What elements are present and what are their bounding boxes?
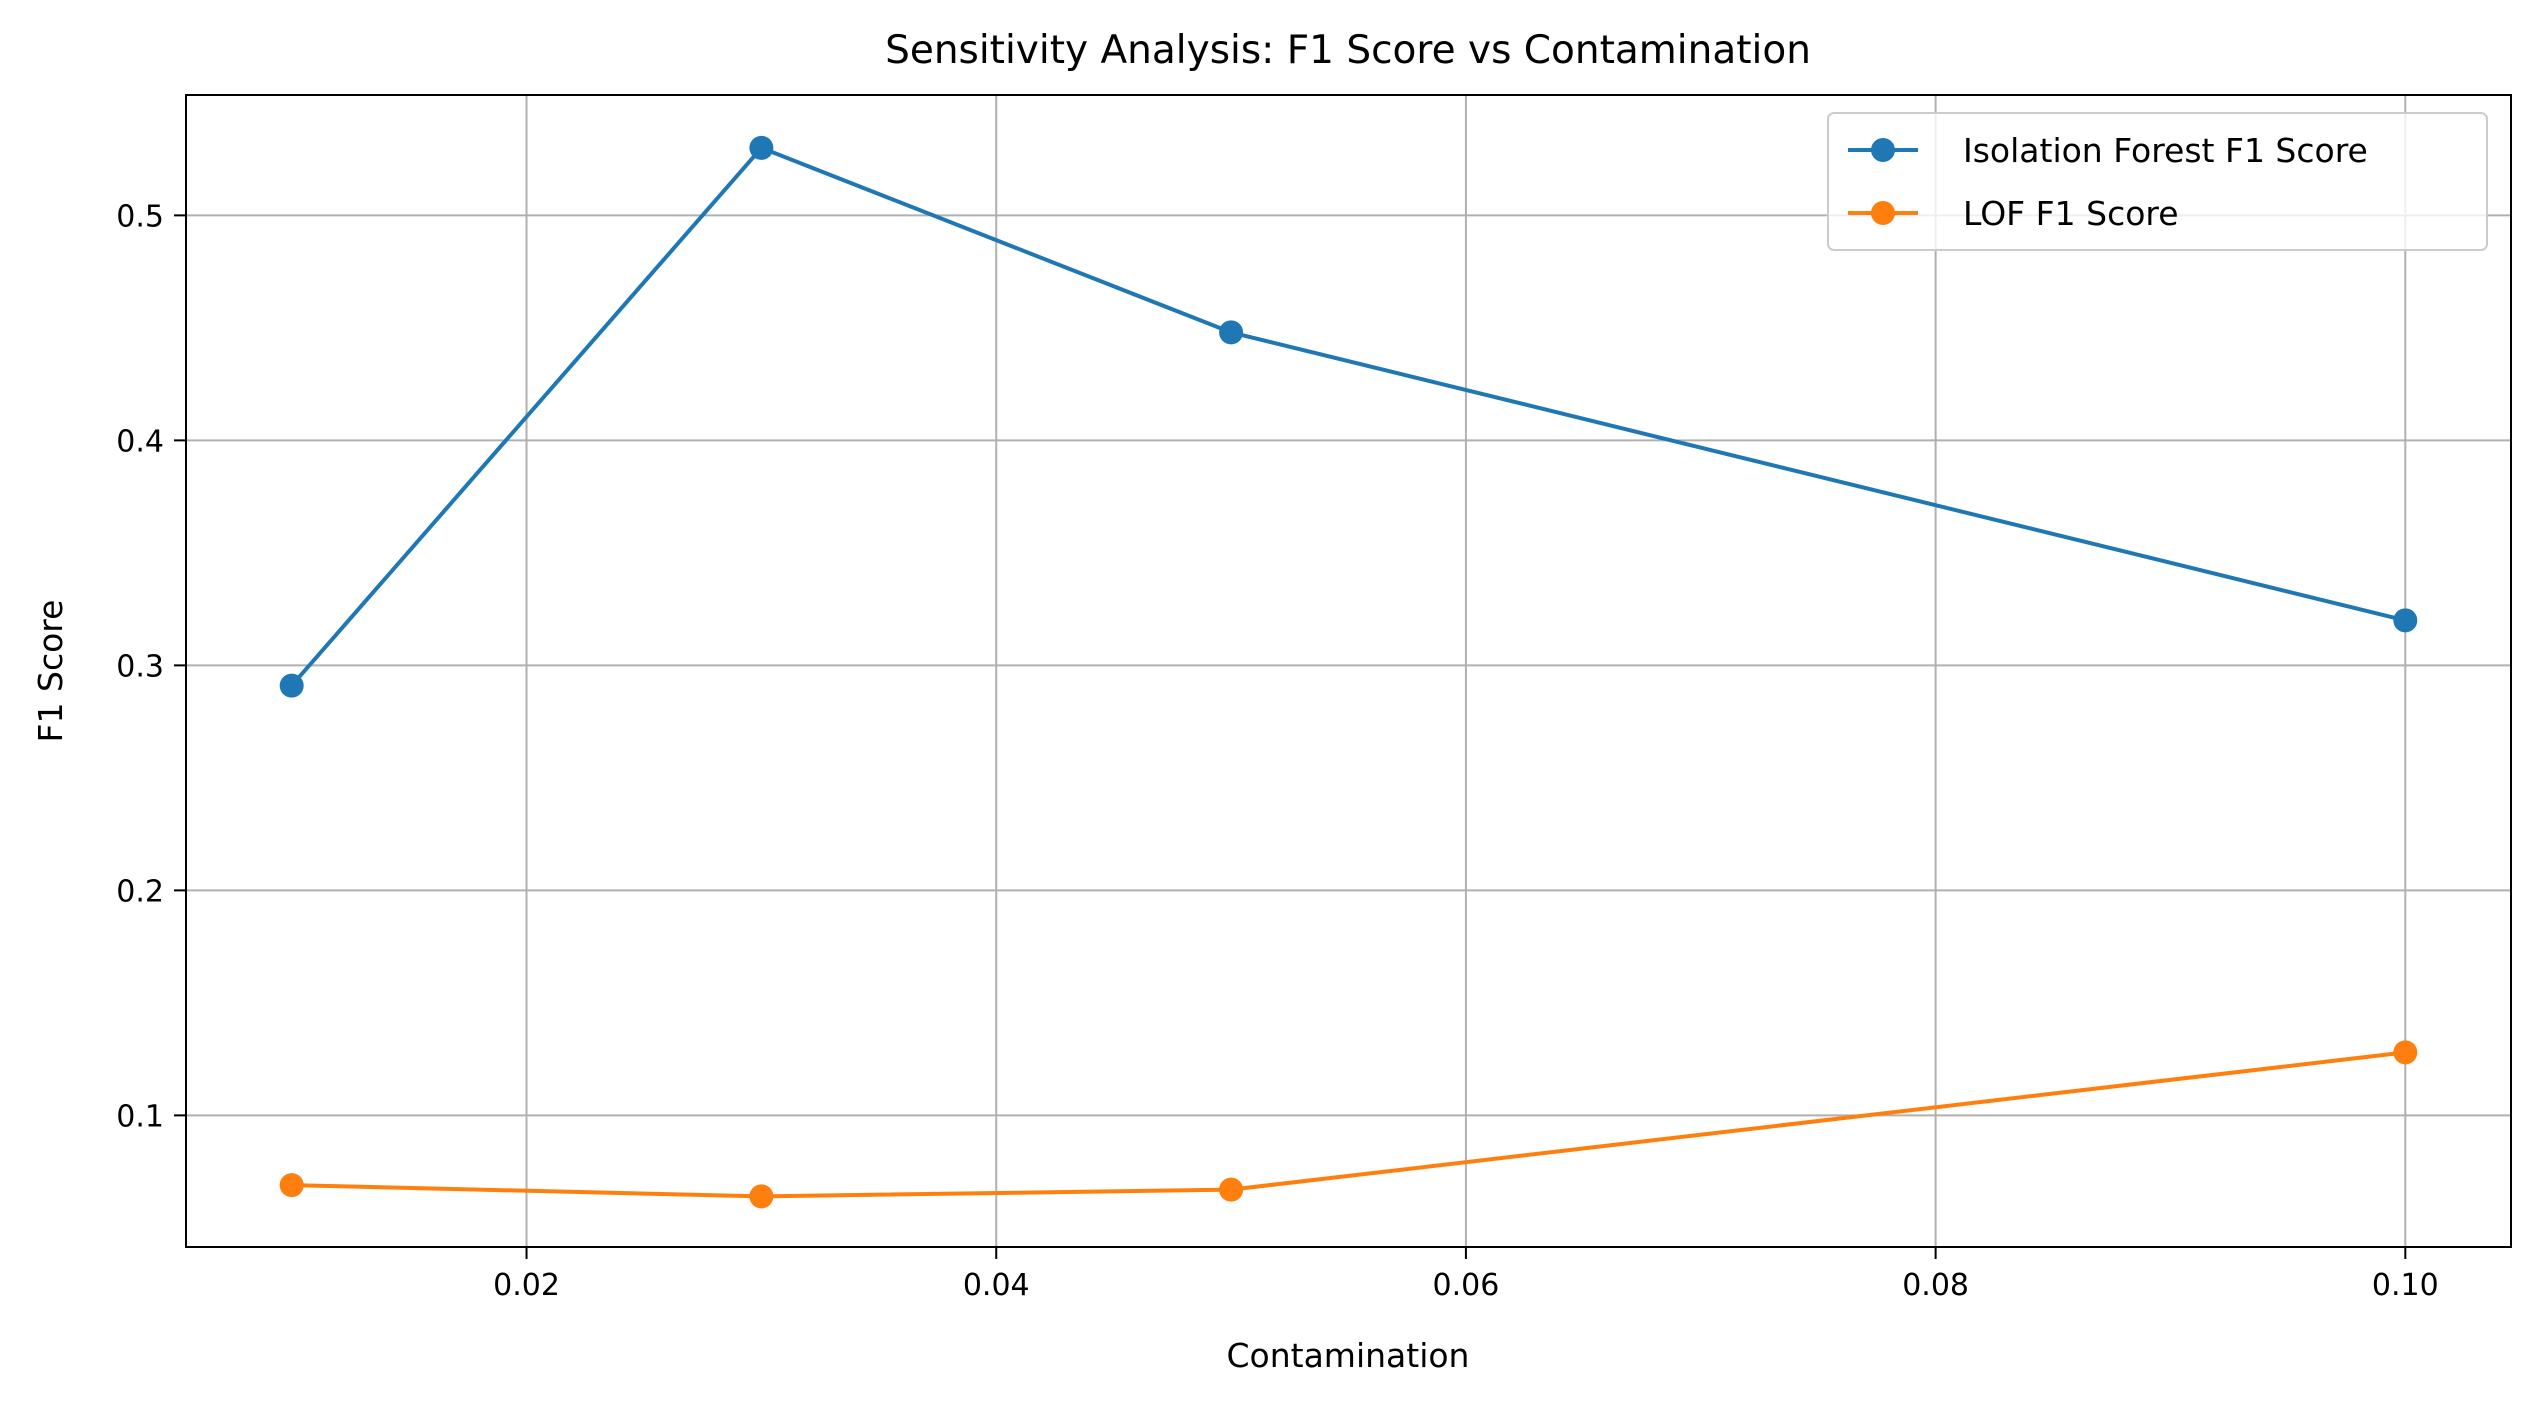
series-group <box>279 135 2418 1209</box>
legend-item: LOF F1 Score <box>1848 194 2179 233</box>
y-axis-label: F1 Score <box>31 600 70 743</box>
y-tick-label: 0.5 <box>116 199 164 234</box>
x-tick-label: 0.04 <box>963 1268 1030 1303</box>
data-point <box>279 673 304 698</box>
plot-frame <box>185 94 2512 1248</box>
y-axis-ticks: 0.1 0.2 0.3 0.4 0.5 <box>116 199 186 1134</box>
legend-marker <box>1871 138 1895 162</box>
series-line <box>290 145 2406 687</box>
legend-label: LOF F1 Score <box>1963 194 2179 233</box>
data-point <box>1219 320 1244 345</box>
y-tick-label: 0.4 <box>116 424 164 459</box>
data-point <box>2393 608 2418 633</box>
data-point <box>279 1173 304 1198</box>
y-tick-label: 0.1 <box>116 1099 164 1134</box>
x-tick-label: 0.08 <box>1902 1268 1969 1303</box>
legend-item: Isolation Forest F1 Score <box>1848 131 2368 170</box>
series-line <box>291 1050 2406 1199</box>
legend-marker <box>1871 201 1895 225</box>
data-point <box>2393 1040 2418 1065</box>
legend: Isolation Forest F1 Score LOF F1 Score <box>1827 112 2488 251</box>
x-tick-label: 0.10 <box>2372 1268 2439 1303</box>
x-axis-ticks: 0.02 0.04 0.06 0.08 0.10 <box>493 1247 2439 1303</box>
legend-label: Isolation Forest F1 Score <box>1963 131 2368 170</box>
data-point <box>1219 1177 1244 1202</box>
x-axis-label: Contamination <box>1227 1336 1470 1375</box>
y-tick-label: 0.2 <box>116 874 164 909</box>
legend-box <box>1827 112 2488 251</box>
data-point <box>749 1184 774 1209</box>
x-tick-label: 0.02 <box>493 1268 560 1303</box>
series-2 <box>279 1040 2418 1209</box>
series-1 <box>279 135 2418 698</box>
data-point <box>749 135 774 160</box>
x-tick-label: 0.06 <box>1433 1268 1500 1303</box>
chart-title: Sensitivity Analysis: F1 Score vs Contam… <box>885 28 1811 73</box>
y-tick-label: 0.3 <box>116 649 164 684</box>
